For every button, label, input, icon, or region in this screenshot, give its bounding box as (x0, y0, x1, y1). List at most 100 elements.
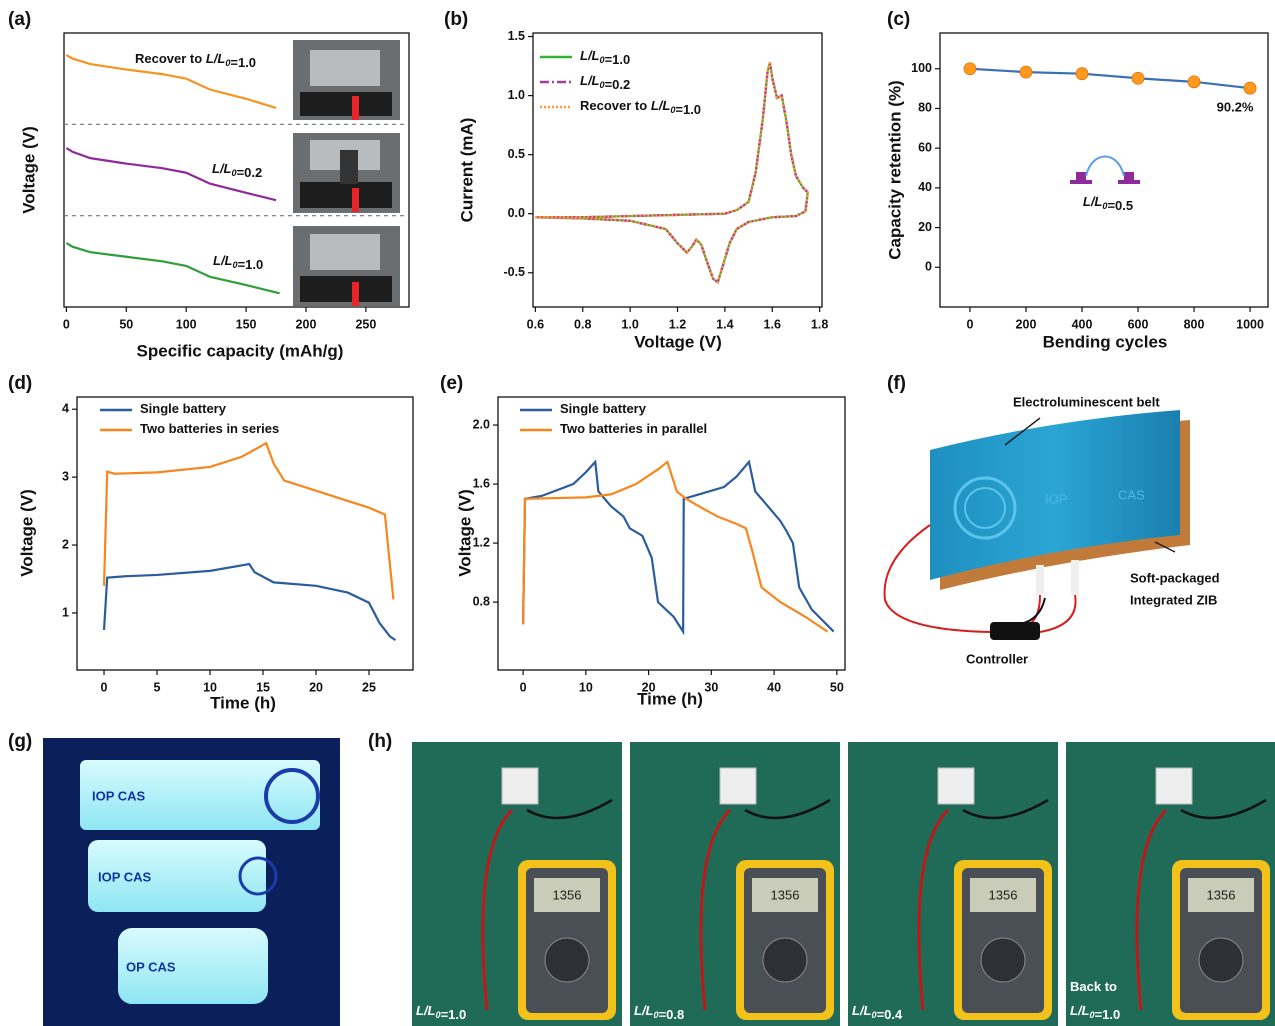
display-reading: 1356 (1207, 887, 1236, 902)
plot-frame (940, 33, 1268, 307)
y-tick-label: 0.0 (508, 206, 525, 220)
marker (1188, 76, 1200, 88)
panel-label: (c) (887, 9, 910, 30)
x-tick-label: 200 (1016, 317, 1037, 331)
y-axis-label: Voltage (V) (19, 126, 38, 214)
diagram-label: Soft-packaged (1130, 570, 1220, 585)
y-tick-label: 0.5 (508, 147, 525, 161)
y-tick-label: 1.5 (508, 29, 525, 43)
annotation: L/L0=0.5 (1083, 194, 1133, 213)
y-tick-label: 0.8 (473, 594, 490, 608)
x-axis-label: Time (h) (210, 693, 276, 712)
x-tick-label: 0.8 (574, 317, 591, 331)
marker (964, 63, 976, 75)
y-tick-label: 0 (925, 260, 932, 274)
x-tick-label: 400 (1072, 317, 1093, 331)
y-tick-label: 1.0 (508, 88, 525, 102)
marker (1244, 82, 1256, 94)
photos-a (293, 40, 400, 306)
plot-frame (77, 397, 413, 670)
diagram-label: Electroluminescent belt (1013, 394, 1160, 409)
panel-label: (a) (8, 9, 31, 30)
x-tick-label: 15 (256, 680, 270, 694)
diagram-label: Integrated ZIB (1130, 592, 1217, 607)
curve-label: Recover to L/L0=1.0 (135, 51, 256, 70)
display-reading: 1356 (771, 887, 800, 902)
y-tick-label: 20 (918, 220, 932, 234)
display-reading: 1356 (553, 887, 582, 902)
x-tick-label: 0 (101, 680, 108, 694)
series-line (535, 63, 807, 283)
series-line (523, 462, 827, 632)
panel-label: (g) (8, 731, 32, 752)
y-axis-label: Capacity retention (%) (885, 80, 904, 259)
x-tick-label: 100 (176, 317, 197, 331)
y-tick-label: 40 (918, 180, 932, 194)
x-axis-label: Voltage (V) (634, 332, 722, 351)
battery (938, 768, 974, 804)
y-axis-label: Current (mA) (457, 118, 476, 223)
legend-label: Single battery (140, 401, 227, 416)
y-tick-label: 1.2 (473, 535, 490, 549)
x-tick-label: 30 (704, 680, 718, 694)
diagram-label: Controller (966, 651, 1028, 666)
x-tick-label: 20 (309, 680, 323, 694)
y-tick-label: 2.0 (473, 417, 490, 431)
x-tick-label: 1.4 (716, 317, 733, 331)
panel-label: (d) (8, 373, 32, 394)
x-axis-label: Specific capacity (mAh/g) (137, 341, 344, 360)
legend-label: L/L0=0.2 (580, 73, 630, 92)
y-tick-label: 3 (62, 469, 69, 483)
y-axis-label: Voltage (V) (455, 489, 474, 577)
curve-label: L/L0=0.2 (212, 161, 262, 180)
belt-text: IOP CAS (98, 869, 152, 884)
x-tick-label: 50 (830, 680, 844, 694)
curve-label: L/L0=1.0 (213, 253, 263, 272)
dial (545, 938, 589, 982)
x-tick-label: 800 (1184, 317, 1205, 331)
x-tick-label: 5 (154, 680, 161, 694)
legend-label: Two batteries in series (140, 421, 279, 436)
x-tick-label: 50 (119, 317, 133, 331)
belt-text: IOP (1045, 491, 1067, 506)
panel-label: (e) (440, 373, 463, 394)
y-tick-label: 4 (62, 402, 69, 416)
marker (1132, 72, 1144, 84)
legend-label: Recover to L/L0=1.0 (580, 98, 701, 117)
x-tick-label: 150 (236, 317, 257, 331)
x-tick-label: 0 (520, 680, 527, 694)
series-line (535, 63, 807, 283)
y-tick-label: 100 (911, 61, 932, 75)
x-tick-label: 1.2 (669, 317, 686, 331)
x-tick-label: 200 (296, 317, 317, 331)
series-line (104, 564, 395, 640)
figure: (a) Specific capacity (mAh/g) Voltage (V) 0… (0, 0, 1275, 1026)
x-tick-label: 10 (579, 680, 593, 694)
y-tick-label: 1.6 (473, 476, 490, 490)
y-tick-label: 2 (62, 537, 69, 551)
y-axis-label: Voltage (V) (17, 489, 36, 577)
dial (1199, 938, 1243, 982)
x-tick-label: 25 (362, 680, 376, 694)
panel-label: (f) (887, 373, 906, 394)
x-tick-label: 250 (355, 317, 376, 331)
battery (1156, 768, 1192, 804)
belt-text: IOP CAS (92, 788, 146, 803)
x-tick-label: 10 (203, 680, 217, 694)
plot-frame (533, 33, 822, 307)
marker (1076, 68, 1088, 80)
display-reading: 1356 (989, 887, 1018, 902)
x-tick-label: 1.6 (764, 317, 781, 331)
marker (1020, 66, 1032, 78)
y-tick-label: 80 (918, 101, 932, 115)
panel-label: (b) (444, 9, 468, 30)
y-tick-label: -0.5 (503, 265, 525, 279)
battery (720, 768, 756, 804)
series-line (535, 63, 807, 283)
photo-g (43, 738, 340, 1026)
dial (763, 938, 807, 982)
x-tick-label: 0 (63, 317, 70, 331)
y-tick-label: 1 (62, 605, 69, 619)
legend-label: Two batteries in parallel (560, 421, 707, 436)
caption: Back to (1070, 979, 1117, 994)
